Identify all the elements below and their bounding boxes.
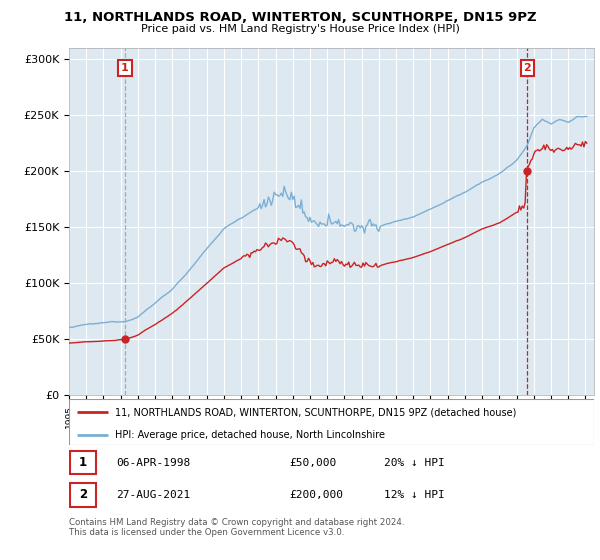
Text: 27-AUG-2021: 27-AUG-2021	[116, 490, 191, 500]
Text: 12% ↓ HPI: 12% ↓ HPI	[384, 490, 445, 500]
Text: 1: 1	[121, 63, 129, 73]
Text: HPI: Average price, detached house, North Lincolnshire: HPI: Average price, detached house, Nort…	[115, 430, 385, 440]
Text: 2: 2	[523, 63, 531, 73]
Text: Contains HM Land Registry data © Crown copyright and database right 2024.
This d: Contains HM Land Registry data © Crown c…	[69, 518, 404, 538]
Text: 06-APR-1998: 06-APR-1998	[116, 458, 191, 468]
Text: 11, NORTHLANDS ROAD, WINTERTON, SCUNTHORPE, DN15 9PZ (detached house): 11, NORTHLANDS ROAD, WINTERTON, SCUNTHOR…	[115, 407, 517, 417]
Text: 1: 1	[79, 456, 87, 469]
Text: 2: 2	[79, 488, 87, 501]
Text: Price paid vs. HM Land Registry's House Price Index (HPI): Price paid vs. HM Land Registry's House …	[140, 24, 460, 34]
Text: £50,000: £50,000	[290, 458, 337, 468]
Bar	[70, 483, 96, 506]
Text: £200,000: £200,000	[290, 490, 343, 500]
Text: 11, NORTHLANDS ROAD, WINTERTON, SCUNTHORPE, DN15 9PZ: 11, NORTHLANDS ROAD, WINTERTON, SCUNTHOR…	[64, 11, 536, 24]
Text: 20% ↓ HPI: 20% ↓ HPI	[384, 458, 445, 468]
Bar	[70, 451, 96, 474]
